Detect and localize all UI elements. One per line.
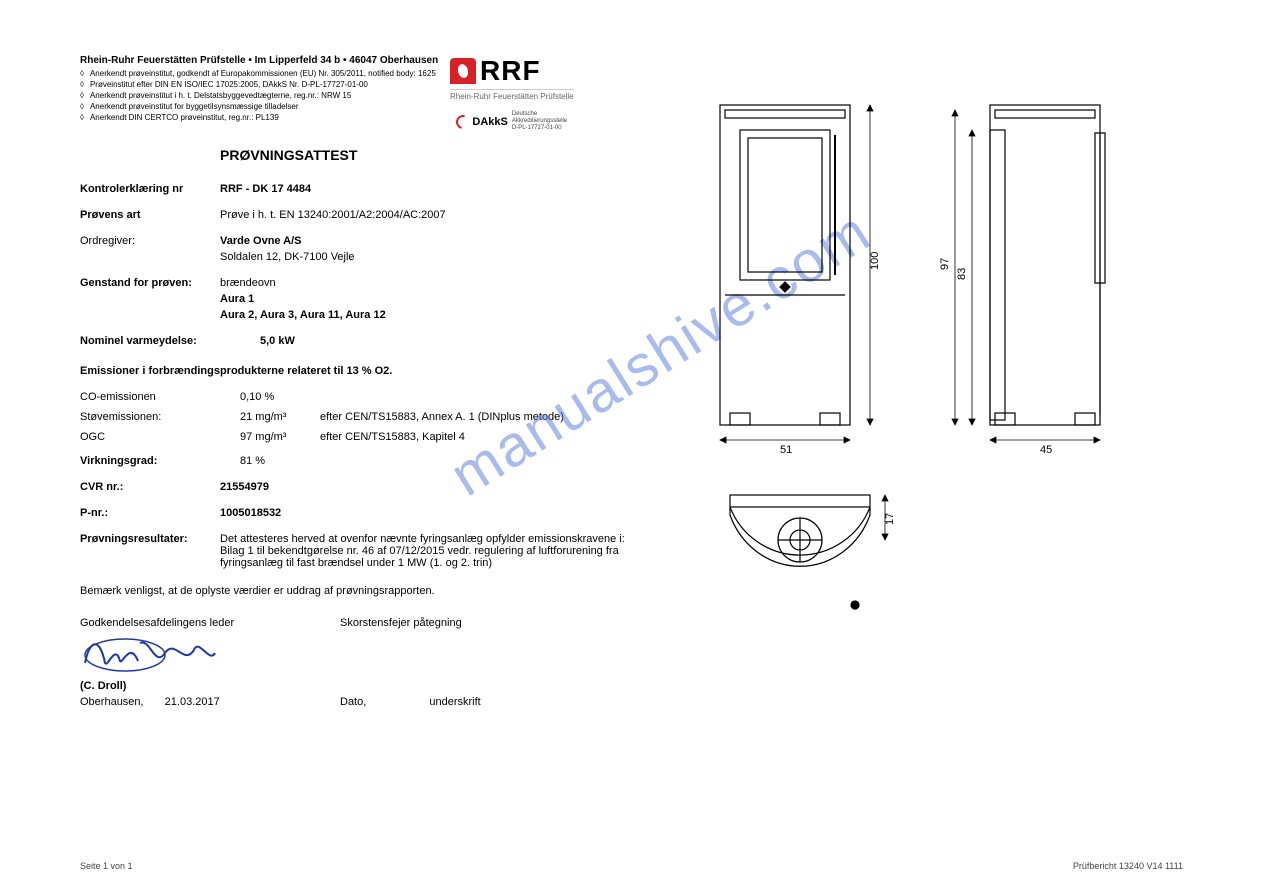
- stove-top-drawing: 17: [700, 485, 930, 665]
- pnr-label: P-nr.:: [80, 507, 220, 519]
- sig-place: Oberhausen,: [80, 696, 144, 708]
- header-bullet-0: ◊Anerkendt prøveinstitut, godkendt af Eu…: [80, 69, 1193, 78]
- genstand-label: Genstand for prøven:: [80, 277, 220, 321]
- dust-value: 21 mg/m³: [240, 411, 320, 423]
- ordregiver-label: Ordregiver:: [80, 235, 220, 263]
- dim-width-front: 51: [780, 444, 792, 455]
- virknings-value: 81 %: [220, 455, 265, 467]
- stove-front-drawing: 51 100: [700, 95, 900, 455]
- dim-depth-side: 45: [1040, 444, 1052, 455]
- dim-height-front: 100: [869, 252, 881, 270]
- rrf-logo: RRF: [450, 55, 574, 87]
- proevens-label: Prøvens art: [80, 209, 220, 221]
- header-bullet-1: ◊Prøveinstitut efter DIN EN ISO/IEC 1702…: [80, 80, 1193, 89]
- footer-right: Prüfbericht 13240 V14 1111: [1073, 861, 1183, 871]
- result-text: Det attesteres herved at ovenfor nævnte …: [220, 533, 640, 569]
- dakks-sub2: Akkreditierungsstelle: [512, 118, 567, 125]
- dakks-block: DAkkS Deutsche Akkreditierungsstelle D-P…: [450, 111, 574, 132]
- rrf-logo-block: RRF Rhein-Ruhr Feuerstätten Prüfstelle D…: [450, 55, 574, 132]
- footer-left: Seite 1 von 1: [80, 861, 133, 871]
- technical-drawings: 51 100 45: [700, 95, 1180, 668]
- dust-label: Støvemissionen:: [80, 411, 240, 423]
- dakks-swoosh-icon: [454, 112, 473, 131]
- pnr-value: 1005018532: [220, 507, 281, 519]
- ogc-value: 97 mg/m³: [240, 431, 320, 443]
- nominel-label: Nominel varmeydelse:: [80, 335, 220, 347]
- virknings-label: Virkningsgrad:: [80, 455, 220, 467]
- rrf-subtitle: Rhein-Ruhr Feuerstätten Prüfstelle: [450, 89, 574, 101]
- dim-offset-top: 17: [884, 513, 896, 525]
- kontrol-label: Kontrolerklæring nr: [80, 183, 220, 195]
- dakks-name: DAkkS: [472, 116, 507, 128]
- sig-right-date: Dato,: [340, 696, 366, 708]
- kontrol-value: RRF - DK 17 4484: [220, 183, 311, 195]
- ogc-label: OGC: [80, 431, 240, 443]
- stove-side-drawing: 45 97 83: [940, 95, 1160, 455]
- dim-h1-side: 97: [940, 258, 951, 270]
- sig-name: (C. Droll): [80, 680, 1193, 692]
- co-label: CO-emissionen: [80, 391, 240, 403]
- rrf-logo-text: RRF: [480, 55, 541, 87]
- nominel-value: 5,0 kW: [220, 335, 295, 347]
- dakks-sub1: Deutsche: [512, 111, 567, 118]
- sig-left-head: Godkendelsesafdelingens leder: [80, 617, 340, 629]
- cvr-value: 21554979: [220, 481, 269, 493]
- ordregiver-name: Varde Ovne A/S: [220, 235, 355, 247]
- co-value: 0,10 %: [240, 391, 320, 403]
- sig-right-head: Skorstensfejer påtegning: [340, 617, 600, 629]
- sig-date: 21.03.2017: [165, 696, 220, 708]
- flame-icon: [450, 58, 476, 84]
- genstand-v3: Aura 2, Aura 3, Aura 11, Aura 12: [220, 309, 386, 321]
- result-label: Prøvningsresultater:: [80, 533, 220, 569]
- dakks-sub3: D-PL-17727-01-00: [512, 125, 567, 132]
- genstand-v2: Aura 1: [220, 293, 386, 305]
- sig-right-underskrift: underskrift: [429, 696, 480, 708]
- cvr-label: CVR nr.:: [80, 481, 220, 493]
- dim-h2-side: 83: [956, 268, 968, 280]
- proevens-value: Prøve i h. t. EN 13240:2001/A2:2004/AC:2…: [220, 209, 446, 221]
- genstand-v1: brændeovn: [220, 277, 386, 289]
- ordregiver-addr: Soldalen 12, DK-7100 Vejle: [220, 251, 355, 263]
- header-main: Rhein-Ruhr Feuerstätten Prüfstelle • Im …: [80, 55, 1193, 66]
